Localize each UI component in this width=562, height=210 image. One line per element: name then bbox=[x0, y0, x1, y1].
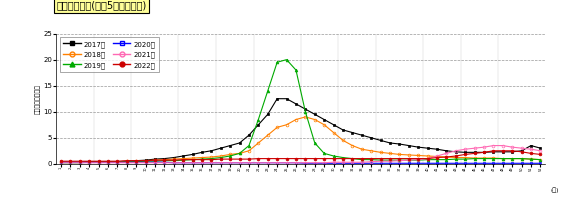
Legend: 2017年, 2018年, 2019年, 2020年, 2021年, 2022年: 2017年, 2018年, 2019年, 2020年, 2021年, 2022年 bbox=[60, 37, 160, 72]
Text: (週): (週) bbox=[550, 187, 559, 193]
Y-axis label: 定点当たり報告数: 定点当たり報告数 bbox=[35, 84, 40, 114]
Text: 週別発生動向(過去5年との比較): 週別発生動向(過去5年との比較) bbox=[56, 0, 147, 10]
